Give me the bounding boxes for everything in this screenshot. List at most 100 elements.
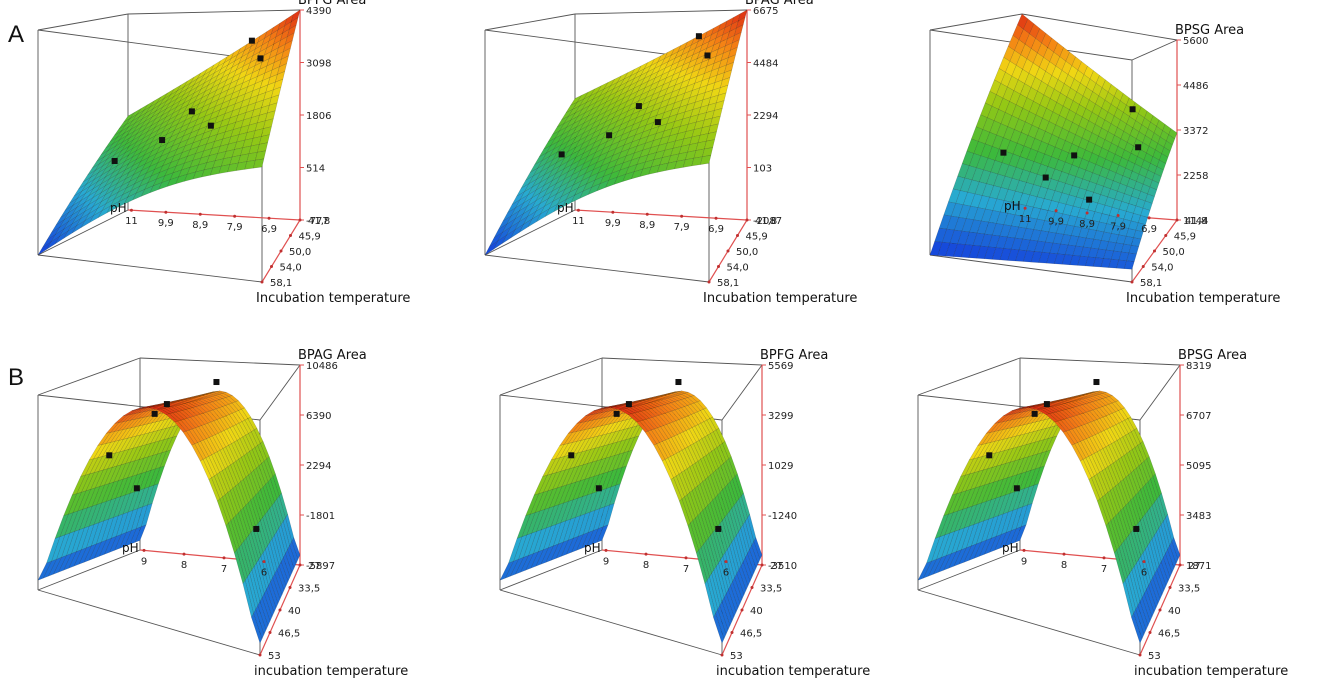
box-edge (574, 9, 748, 15)
ph-tick-mark (182, 552, 186, 556)
z-tick-label: -777 (306, 216, 329, 227)
temp-tick-label: 53 (730, 651, 743, 662)
surface-cell (710, 115, 721, 126)
surface-cell (721, 597, 733, 627)
temp-tick-label: 46,5 (1158, 629, 1180, 640)
x-axis-label: pH (122, 541, 139, 555)
temp-tick-mark (1141, 265, 1145, 268)
ph-tick-mark (198, 212, 202, 216)
ph-tick-label: 7 (683, 564, 689, 575)
temp-tick-mark (717, 265, 720, 268)
ph-tick-mark (262, 560, 266, 564)
z-axis-label: BPAG Area (745, 0, 814, 8)
surface-cell (713, 613, 725, 644)
temp-tick-mark (1153, 249, 1156, 253)
surface-cell (726, 54, 736, 66)
design-point (635, 103, 642, 110)
surface-cell (718, 84, 729, 96)
design-point (106, 452, 113, 459)
box-edge (37, 29, 263, 61)
box-edge (917, 589, 1141, 656)
z-tick-label: 514 (306, 164, 325, 175)
temp-tick-label: 54,0 (727, 263, 749, 274)
response-surface (917, 390, 1181, 644)
temp-tick-mark (720, 653, 724, 657)
box-edge (37, 357, 141, 396)
ph-tick-mark (233, 214, 237, 218)
z-tick-label: 1806 (306, 111, 331, 122)
response-surface (499, 390, 763, 644)
box-edge (484, 13, 576, 31)
surface-cell (289, 541, 299, 565)
box-edge (259, 364, 301, 421)
z-tick-label: 4484 (753, 59, 778, 70)
temp-tick-mark (1158, 608, 1162, 612)
temp-tick-label: 41,8 (755, 216, 777, 227)
surface-cell (1142, 200, 1153, 211)
ph-tick-label: 7 (221, 564, 227, 575)
design-point (568, 452, 575, 459)
chart-panel-a2: 6675 4484 2294 103 -2087 11 9,9 8,9 7,9 6,9 41,8 45… (484, 0, 857, 306)
temp-tick-label: 45,9 (1174, 232, 1196, 243)
temp-tick-label: 45,9 (746, 232, 768, 243)
z-tick-label: 10486 (306, 361, 338, 372)
design-point (613, 410, 620, 417)
surface-cell (255, 150, 267, 161)
surface-cell (751, 541, 761, 565)
ph-tick-label: 9,9 (1048, 217, 1064, 228)
temp-tick-label: 40 (750, 606, 763, 617)
chart-panel-b2: 5569 3299 1029 -1240 -3510 9 8 7 6 27 33,5 40 46,5 53… (499, 348, 870, 679)
temp-tick-mark (740, 608, 744, 612)
surface-cell (261, 126, 272, 137)
box-edge (37, 589, 261, 656)
temp-tick-mark (298, 218, 302, 222)
box-edge (1021, 13, 1178, 41)
ph-tick-mark (1054, 209, 1058, 213)
box-edge (721, 364, 763, 421)
ph-tick-mark (604, 548, 608, 552)
ph-tick-label: 6 (1141, 568, 1147, 579)
y-axis-label: incubation temperature (254, 664, 408, 679)
design-point (715, 525, 722, 532)
ph-tick-mark (1022, 548, 1026, 552)
ph-tick-mark (1062, 552, 1066, 556)
temp-tick-label: 40 (288, 606, 301, 617)
chart-panel-a1: 4390 3098 1806 514 -777 11 9,9 8,9 7,9 6,9 41,8 45,… (37, 0, 410, 306)
x-axis-label: pH (1004, 199, 1021, 213)
ph-tick-mark (714, 216, 718, 220)
temp-tick-mark (1175, 218, 1179, 222)
plot-box (37, 9, 301, 283)
z-tick-label: 5600 (1183, 36, 1208, 47)
ph-tick-label: 7,9 (1110, 221, 1126, 232)
ph-tick-mark (645, 212, 649, 216)
z-axis-label: BPSG Area (1178, 348, 1247, 363)
design-point (159, 137, 166, 144)
response-surface (37, 390, 301, 644)
design-point (257, 55, 264, 62)
ph-tick-label: 6 (261, 568, 267, 579)
ph-tick-mark (680, 214, 684, 218)
ph-tick-label: 8 (1061, 560, 1067, 571)
temp-tick-label: 33,5 (760, 584, 782, 595)
x-axis-label: pH (584, 541, 601, 555)
temp-tick-label: 46,5 (278, 629, 300, 640)
temp-tick-label: 58,1 (1140, 278, 1162, 289)
box-edge (917, 357, 1021, 396)
temp-tick-mark (1138, 653, 1142, 657)
ph-tick-mark (1023, 206, 1027, 210)
temp-tick-mark (270, 265, 273, 268)
surface-cell (274, 569, 285, 596)
design-point (1000, 149, 1007, 156)
temp-tick-label: 27 (308, 561, 321, 572)
design-point (1031, 410, 1038, 417)
design-point (163, 401, 170, 408)
z-axis-label: BPFG Area (760, 348, 828, 363)
z-tick-label: 103 (753, 164, 772, 175)
temp-tick-label: 46,5 (740, 629, 762, 640)
box-edge (574, 209, 748, 221)
surface-cell (717, 605, 729, 635)
box-edge (499, 549, 603, 591)
ph-tick-label: 6,9 (261, 224, 277, 235)
z-tick-label: 2294 (306, 461, 331, 472)
surface-cell (255, 605, 267, 635)
